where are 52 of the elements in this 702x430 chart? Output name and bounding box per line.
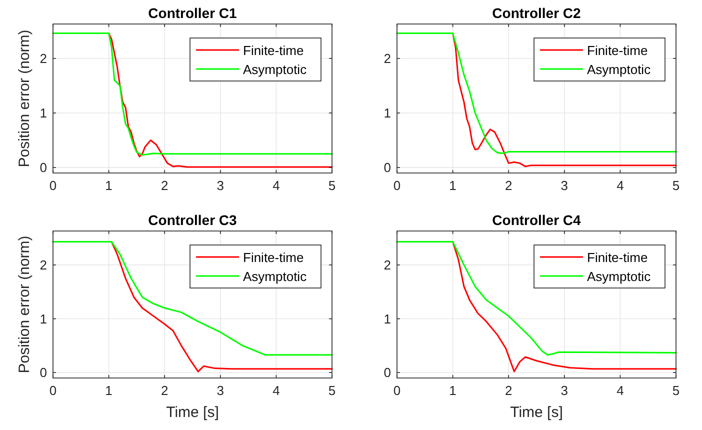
- x-tick-label: 3: [560, 383, 568, 398]
- x-tick-label: 2: [504, 383, 512, 398]
- chart-title: Controller C1: [148, 5, 238, 21]
- x-tick-label: 4: [616, 178, 624, 193]
- chart-title: Controller C3: [148, 212, 238, 228]
- y-tick-label: 2: [40, 257, 47, 272]
- legend-label: Asymptotic: [587, 269, 652, 284]
- x-tick-label: 0: [49, 178, 57, 193]
- y-tick-label: 2: [384, 257, 391, 272]
- x-tick-label: 0: [393, 178, 401, 193]
- x-tick-label: 1: [449, 383, 456, 398]
- y-tick-label: 1: [384, 311, 391, 326]
- x-tick-label: 2: [160, 383, 168, 398]
- x-tick-label: 3: [216, 178, 224, 193]
- x-axis-title: Time [s]: [510, 404, 563, 421]
- x-tick-label: 1: [105, 178, 112, 193]
- chart-title: Controller C2: [492, 5, 582, 21]
- legend-label: Finite-time: [587, 250, 648, 265]
- x-tick-label: 0: [49, 383, 57, 398]
- legend-label: Asymptotic: [243, 269, 308, 284]
- x-tick-label: 4: [272, 178, 280, 193]
- x-tick-label: 2: [504, 178, 512, 193]
- y-axis-title: Position error (norm): [16, 236, 33, 374]
- x-tick-label: 2: [160, 178, 168, 193]
- y-axis-title: Position error (norm): [16, 30, 33, 168]
- x-tick-label: 5: [672, 178, 680, 193]
- x-tick-label: 3: [216, 383, 224, 398]
- x-tick-label: 1: [105, 383, 112, 398]
- x-tick-label: 4: [616, 383, 624, 398]
- x-tick-label: 5: [328, 178, 336, 193]
- x-tick-label: 5: [328, 383, 336, 398]
- y-tick-label: 0: [40, 160, 47, 176]
- chart-title: Controller C4: [492, 212, 582, 228]
- x-tick-label: 3: [560, 178, 568, 193]
- legend-label: Asymptotic: [243, 62, 308, 77]
- x-axis-title: Time [s]: [166, 404, 219, 421]
- y-tick-label: 1: [40, 105, 47, 120]
- y-tick-label: 1: [40, 311, 47, 326]
- x-tick-label: 1: [449, 178, 456, 193]
- legend-label: Finite-time: [587, 43, 648, 58]
- y-tick-label: 2: [384, 50, 391, 66]
- legend-label: Finite-time: [243, 250, 304, 265]
- x-tick-label: 0: [393, 383, 401, 398]
- y-tick-label: 1: [384, 105, 391, 120]
- y-tick-label: 2: [40, 50, 47, 66]
- y-tick-label: 0: [384, 160, 391, 176]
- x-tick-label: 4: [272, 383, 280, 398]
- x-tick-label: 5: [672, 383, 680, 398]
- legend-label: Asymptotic: [587, 62, 652, 77]
- y-tick-label: 0: [40, 365, 47, 380]
- legend-label: Finite-time: [243, 43, 304, 58]
- y-tick-label: 0: [384, 365, 391, 380]
